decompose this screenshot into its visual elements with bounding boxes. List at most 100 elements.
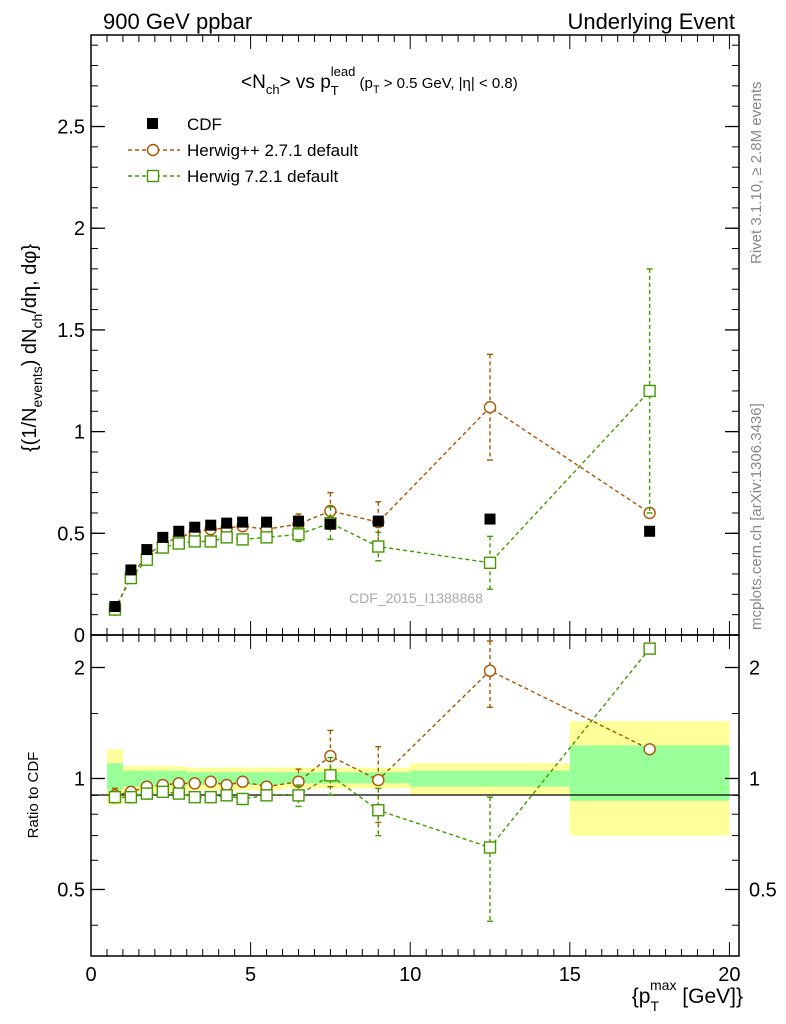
ratio-point-herwigpp — [643, 743, 656, 756]
main-y-tick-label: 0.5 — [57, 523, 85, 545]
main-point-cdf — [261, 516, 273, 528]
ratio-point-herwig7 — [156, 785, 170, 799]
legend-marker-cdf — [147, 118, 158, 129]
x-axis-label: {pTmax [GeV]} — [632, 977, 743, 1014]
ratio-band-green — [410, 770, 570, 787]
main-point-cdf — [644, 525, 656, 537]
ratio-point-herwig7 — [292, 789, 305, 802]
ratio-point-herwig7 — [188, 790, 201, 804]
ratio-line-1 — [114, 648, 651, 849]
main-point-cdf — [237, 516, 249, 528]
main-point-herwig7 — [292, 528, 305, 541]
x-tick-label: 5 — [245, 964, 256, 986]
main-point-herwig7 — [220, 531, 233, 544]
x-tick-label: 20 — [718, 964, 740, 986]
header-right: Underlying Event — [567, 9, 735, 34]
main-line-1 — [114, 390, 651, 610]
ratio-y-label: Ratio to CDF — [25, 752, 42, 839]
main-point-herwigpp — [483, 401, 497, 414]
ratio-y-tick-label: 0.5 — [57, 879, 85, 901]
main-y-tick-label: 2 — [74, 218, 85, 240]
main-point-herwig7 — [188, 535, 201, 548]
main-y-tick-label: 1 — [74, 422, 85, 444]
ratio-point-herwigpp — [220, 778, 233, 792]
x-tick-label: 0 — [85, 964, 96, 986]
main-line-0 — [114, 406, 651, 610]
ratio-point-herwig7 — [220, 789, 233, 802]
main-point-herwig7 — [172, 537, 185, 550]
main-point-cdf — [173, 525, 185, 537]
main-point-cdf — [109, 601, 121, 613]
ratio-point-herwig7 — [324, 769, 337, 782]
ratio-point-herwig7 — [124, 790, 138, 804]
main-x-ticks — [90, 35, 730, 635]
main-y-tick-label: 1.5 — [57, 320, 85, 342]
ratio-y-axis: 0.5 0.5 1 1 2 2 — [57, 657, 777, 926]
ratio-point-herwigpp — [188, 777, 201, 790]
x-tick-label: 10 — [399, 964, 421, 986]
legend-label-cdf: CDF — [187, 115, 222, 134]
legend-label-herwigpp: Herwig++ 2.7.1 default — [187, 141, 358, 160]
ratio-bands — [106, 721, 730, 836]
legend: CDF Herwig++ 2.7.1 default Herwig 7.2.1 … — [128, 115, 358, 186]
main-series — [108, 268, 656, 616]
ratio-x-axis: 0 5 10 15 20 — [85, 635, 741, 986]
ratio-frame — [90, 634, 740, 957]
main-point-cdf — [205, 519, 217, 531]
ratio-point-herwigpp — [372, 773, 385, 787]
main-point-cdf — [141, 544, 153, 556]
main-point-herwig7 — [204, 535, 217, 548]
ratio-point-herwig7 — [643, 642, 656, 655]
x-tick-label: 15 — [559, 964, 581, 986]
main-point-cdf — [324, 518, 336, 530]
header-left: 900 GeV ppbar — [103, 9, 252, 34]
ratio-band-green — [282, 772, 411, 784]
main-point-cdf — [221, 517, 233, 529]
main-point-cdf — [157, 531, 169, 543]
main-point-herwig7 — [236, 533, 249, 546]
ratio-point-herwig7 — [204, 790, 217, 804]
main-point-cdf — [292, 515, 304, 527]
ratio-point-herwig7 — [236, 792, 249, 806]
ratio-y-tick-label-right: 2 — [749, 657, 760, 679]
ratio-series — [108, 640, 656, 922]
main-point-herwig7 — [483, 556, 497, 569]
main-point-herwig7 — [156, 541, 170, 554]
ratio-y-tick-label-right: 1 — [749, 768, 760, 790]
ratio-panel: 0.5 0.5 1 1 2 2 0 5 10 15 20 Ratio to CDF {pTmax … — [25, 634, 777, 1014]
main-panel: 0 0.5 1 1.5 2 2.5 <Nch> vs pTlead (pT > 0.5 G… — [19, 34, 740, 647]
main-y-label: {(1/Nevents) dNch/dη, dφ} — [19, 244, 45, 452]
main-point-cdf — [484, 513, 496, 525]
ratio-point-herwig7 — [372, 804, 385, 817]
ratio-point-herwigpp — [236, 775, 249, 788]
legend-label-herwig7: Herwig 7.2.1 default — [187, 167, 338, 186]
mcplots-label: mcplots.cern.ch [arXiv:1306.3436] — [748, 403, 765, 630]
main-point-cdf — [125, 564, 137, 576]
legend-marker-herwigpp — [146, 143, 160, 157]
ratio-point-herwig7 — [483, 841, 497, 854]
main-point-cdf — [372, 515, 384, 527]
legend-marker-herwig7 — [146, 169, 160, 183]
ratio-y-tick-label: 1 — [74, 768, 85, 790]
main-title: <Nch> vs pTlead (pT > 0.5 GeV, |η| < 0.8… — [241, 64, 518, 98]
ratio-band-green — [122, 770, 187, 787]
ratio-y-tick-label: 2 — [74, 657, 85, 679]
main-y-tick-label: 0 — [74, 625, 85, 647]
main-point-cdf — [189, 521, 201, 533]
main-point-herwig7 — [372, 540, 385, 553]
main-point-herwig7 — [140, 553, 154, 566]
ratio-point-herwigpp — [483, 664, 497, 677]
ratio-y-tick-label-right: 0.5 — [749, 879, 777, 901]
ratio-band-green — [106, 763, 123, 791]
main-y-tick-label: 2.5 — [57, 117, 85, 139]
rivet-label: Rivet 3.1.10, ≥ 2.8M events — [748, 82, 765, 265]
ratio-point-herwig7 — [140, 787, 154, 800]
ratio-point-herwig7 — [172, 787, 185, 800]
analysis-watermark: CDF_2015_I1388868 — [349, 590, 483, 606]
main-y-axis: 0 0.5 1 1.5 2 2.5 — [57, 44, 739, 647]
ratio-point-herwigpp — [324, 749, 337, 763]
ratio-point-herwig7 — [108, 790, 122, 804]
ratio-point-herwig7 — [260, 789, 273, 802]
main-point-herwig7 — [643, 384, 656, 398]
